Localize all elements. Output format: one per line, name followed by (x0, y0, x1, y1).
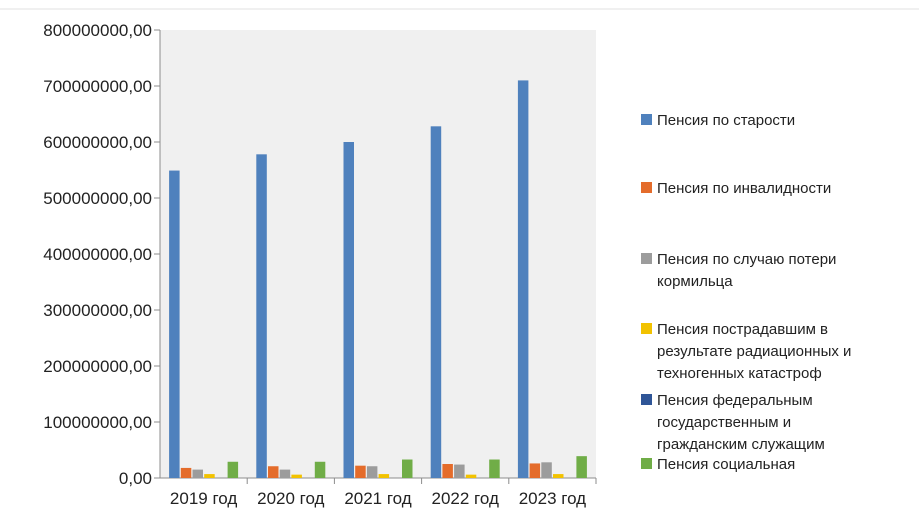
x-tick-label: 2023 год (519, 489, 586, 508)
bar (204, 474, 215, 478)
y-tick-label: 500000000,00 (43, 189, 152, 208)
bar (180, 467, 192, 478)
legend-label-line: Пенсия пострадавшим в (657, 321, 828, 338)
x-tick-label: 2021 год (344, 489, 411, 508)
bar (192, 469, 203, 478)
y-tick-label: 800000000,00 (43, 21, 152, 40)
legend-label-line: государственным и (657, 414, 791, 431)
y-tick-label: 700000000,00 (43, 77, 152, 96)
legend-swatch (641, 323, 652, 334)
bar (279, 469, 291, 478)
bar (442, 464, 453, 478)
bar (291, 474, 302, 478)
y-tick-label: 600000000,00 (43, 133, 152, 152)
y-tick-label: 0,00 (119, 469, 152, 488)
y-tick-label: 400000000,00 (43, 245, 152, 264)
bar (576, 456, 587, 478)
legend-swatch (641, 458, 652, 469)
bar (169, 170, 180, 478)
bar (529, 463, 541, 478)
y-tick-label: 100000000,00 (43, 413, 152, 432)
x-tick-label: 2020 год (257, 489, 324, 508)
bar (541, 462, 552, 478)
bar (355, 465, 366, 478)
bar (553, 474, 564, 478)
bar (430, 126, 442, 478)
bar (465, 474, 477, 478)
legend-swatch (641, 394, 652, 405)
legend-swatch (641, 182, 652, 193)
legend-label-line: кормильца (657, 273, 733, 290)
bar (256, 154, 267, 478)
bar (517, 80, 529, 479)
bar (378, 474, 390, 478)
bar (454, 464, 465, 478)
bar (268, 466, 279, 478)
legend-label: Пенсия федеральным государственным и гражд… (657, 392, 825, 453)
y-tick-label: 200000000,00 (43, 357, 152, 376)
legend-label: Пенсия пострадавшим в результате радиацио… (657, 321, 851, 382)
legend-label: Пенсия по инвалидности (657, 180, 831, 197)
legend-label: Пенсия социальная (657, 456, 795, 473)
legend-label-line: гражданским служащим (657, 436, 825, 453)
y-tick-label: 300000000,00 (43, 301, 152, 320)
legend-label: Пенсия по случаю потери кормильца (657, 251, 836, 290)
x-tick-label: 2019 год (170, 489, 237, 508)
legend-label-line: Пенсия по случаю потери (657, 251, 836, 268)
bar (489, 459, 500, 478)
x-tick-label: 2022 год (432, 489, 499, 508)
bar (402, 459, 413, 478)
legend-swatch (641, 114, 652, 125)
bar (366, 466, 378, 478)
bar (227, 461, 239, 478)
legend-swatch (641, 253, 652, 264)
legend-label-line: результате радиационных и (657, 343, 851, 360)
legend-label-line: Пенсия федеральным (657, 392, 813, 409)
legend-label: Пенсия по старости (657, 112, 795, 129)
bar (314, 461, 326, 478)
legend-label-line: техногенных катастроф (657, 365, 822, 382)
plot-area (160, 30, 596, 478)
bar (343, 142, 354, 478)
